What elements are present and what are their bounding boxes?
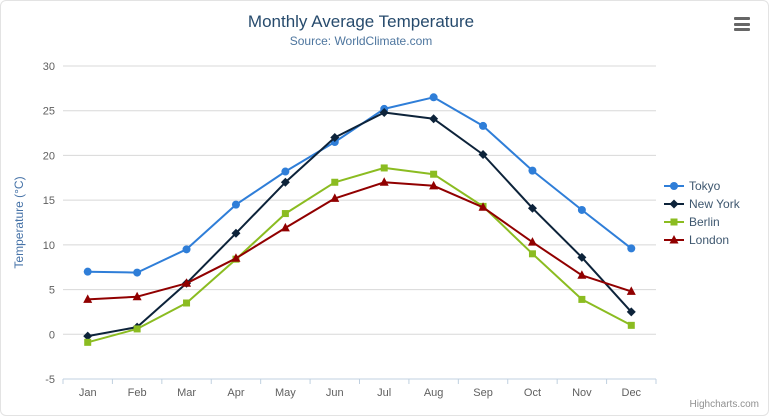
- series-new-york-line: [86, 111, 633, 338]
- series-london-marker[interactable]: [527, 237, 537, 246]
- series-tokyo-marker[interactable]: [231, 200, 240, 209]
- series-london-marker[interactable]: [429, 180, 439, 190]
- series-new-york-marker[interactable]: [330, 133, 340, 143]
- series-berlin-marker[interactable]: [528, 250, 536, 258]
- hamburger-icon: [734, 28, 750, 31]
- series-tokyo-marker[interactable]: [528, 166, 537, 175]
- x-axis-label: Aug: [424, 387, 444, 399]
- series-london-marker[interactable]: [83, 294, 93, 303]
- legend-item-berlin[interactable]: Berlin: [664, 213, 740, 231]
- y-axis-label: 5: [49, 285, 55, 297]
- series-tokyo-marker[interactable]: [133, 268, 142, 277]
- series-tokyo-marker[interactable]: [479, 121, 488, 130]
- series-berlin-marker[interactable]: [183, 299, 191, 307]
- y-axis-label: 0: [49, 329, 55, 341]
- series-london-marker[interactable]: [626, 286, 636, 295]
- series-berlin-marker[interactable]: [627, 321, 635, 329]
- legend-marker-tokyo: [664, 182, 684, 190]
- series-new-york-marker[interactable]: [626, 307, 636, 317]
- hamburger-icon: [734, 22, 750, 26]
- y-axis-label: 10: [43, 240, 55, 252]
- x-axis-label: Jan: [79, 387, 97, 399]
- series-berlin-marker[interactable]: [331, 178, 339, 186]
- y-axis-title: Temperature (°C): [12, 176, 26, 268]
- x-axis-label: Nov: [572, 387, 592, 399]
- series-tokyo-marker[interactable]: [627, 244, 636, 253]
- y-axis-label: 15: [43, 195, 55, 207]
- y-axis-label: 30: [43, 61, 55, 73]
- series-new-york-marker[interactable]: [429, 114, 439, 124]
- series-berlin-marker[interactable]: [281, 210, 289, 218]
- series-london-marker[interactable]: [478, 202, 488, 211]
- series-new-york-marker[interactable]: [83, 331, 93, 341]
- series-tokyo-marker[interactable]: [182, 245, 191, 254]
- x-axis-label: Jul: [377, 387, 391, 399]
- series-tokyo-marker[interactable]: [83, 267, 92, 276]
- series-tokyo-marker[interactable]: [429, 93, 438, 102]
- x-axis-label: May: [275, 387, 296, 399]
- y-axis-label: 25: [43, 106, 55, 118]
- series-new-york-marker[interactable]: [577, 252, 587, 262]
- x-axis-label: Feb: [128, 387, 147, 399]
- legend-symbol: [670, 182, 678, 190]
- legend-label: London: [689, 233, 730, 247]
- series-london-marker[interactable]: [577, 270, 587, 279]
- y-axis-label: 20: [43, 150, 55, 162]
- series-new-york-marker[interactable]: [280, 177, 290, 187]
- highcharts-credit[interactable]: Highcharts.com: [689, 399, 759, 410]
- x-axis-label: Mar: [177, 387, 196, 399]
- series-london-marker[interactable]: [280, 222, 290, 232]
- series-london-marker[interactable]: [231, 253, 241, 262]
- legend-item-new-york[interactable]: New York: [664, 195, 740, 213]
- series-new-york-marker[interactable]: [527, 203, 537, 213]
- legend: Tokyo New York Berlin London: [664, 177, 740, 249]
- series-berlin-marker[interactable]: [84, 338, 92, 346]
- legend-label: Tokyo: [689, 179, 721, 193]
- legend-symbol: [669, 199, 679, 209]
- legend-marker-berlin: [664, 218, 684, 226]
- legend-symbol: [670, 218, 678, 226]
- series-london-marker[interactable]: [379, 177, 389, 186]
- series-london-marker[interactable]: [182, 278, 192, 287]
- series-new-york-marker[interactable]: [379, 108, 389, 118]
- legend-marker-new-york: [664, 199, 684, 209]
- x-axis-label: Apr: [227, 387, 244, 399]
- legend-item-tokyo[interactable]: Tokyo: [664, 177, 740, 195]
- series-berlin-marker[interactable]: [578, 295, 586, 303]
- legend-item-london[interactable]: London: [664, 231, 740, 249]
- x-axis-label: Dec: [622, 387, 642, 399]
- series-london-line: [86, 181, 633, 301]
- legend-label: Berlin: [689, 215, 720, 229]
- series-berlin-line: [86, 166, 633, 344]
- x-axis-label: Oct: [524, 387, 541, 399]
- series-berlin-marker[interactable]: [380, 164, 388, 172]
- series-berlin-marker[interactable]: [430, 170, 438, 178]
- y-axis-label: -5: [45, 374, 55, 386]
- legend-symbol: [669, 235, 679, 244]
- series-new-york-marker[interactable]: [231, 228, 241, 238]
- series-tokyo-marker[interactable]: [281, 167, 290, 176]
- x-axis-label: Jun: [326, 387, 344, 399]
- chart-subtitle: Source: WorldClimate.com: [289, 34, 433, 48]
- series-berlin-marker[interactable]: [133, 325, 141, 333]
- series-tokyo-line: [86, 96, 633, 274]
- x-axis-label: Sep: [473, 387, 493, 399]
- export-menu-button[interactable]: [732, 15, 754, 33]
- series-london-marker[interactable]: [330, 193, 340, 202]
- legend-label: New York: [689, 197, 740, 211]
- series-london-marker[interactable]: [132, 291, 142, 301]
- hamburger-icon: [734, 17, 750, 20]
- legend-marker-london: [664, 235, 684, 244]
- chart-title: Monthly Average Temperature: [247, 12, 475, 31]
- series-tokyo-marker[interactable]: [577, 205, 586, 214]
- series-new-york-marker[interactable]: [478, 150, 488, 160]
